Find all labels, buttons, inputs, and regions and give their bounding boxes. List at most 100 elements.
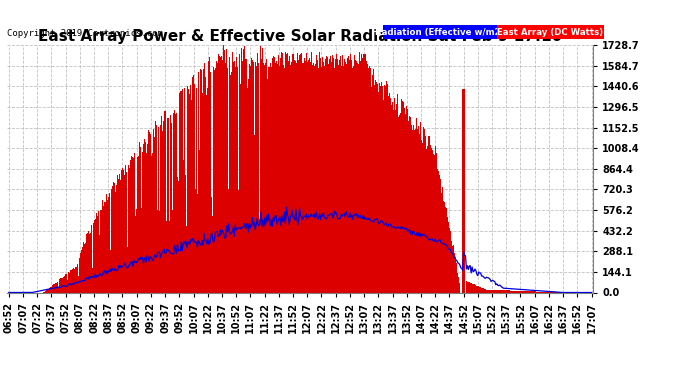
Bar [212,216,213,292]
Bar [420,130,422,292]
Bar [226,49,227,292]
Bar [249,64,250,292]
Bar [354,55,355,292]
Bar [475,285,476,292]
Bar [452,246,453,292]
Bar [378,93,379,292]
Bar [486,290,488,292]
Bar [142,152,143,292]
Bar [237,190,239,292]
Bar [296,63,297,292]
Bar [323,62,324,292]
Bar [166,123,168,292]
Bar [494,290,495,292]
Bar [147,144,148,292]
Bar [194,84,195,292]
Bar [284,68,285,292]
Bar [222,60,224,292]
Bar [400,113,401,292]
Bar [491,290,493,292]
Bar [65,274,66,292]
Bar [304,58,305,292]
Bar [255,66,257,292]
Bar [54,284,55,292]
Bar [412,129,413,292]
Bar [217,63,218,292]
Bar [292,54,293,292]
Bar [305,61,306,292]
Bar [130,156,132,292]
Bar [68,272,69,292]
Bar [508,291,509,292]
Bar [293,54,295,292]
Bar [501,290,502,292]
Bar [325,59,326,292]
Bar [183,160,184,292]
Bar [63,277,64,292]
Bar [206,94,207,292]
Bar [117,176,118,292]
Bar [519,291,520,292]
Bar [90,225,92,292]
Bar [197,194,198,292]
Bar [315,64,316,292]
Bar [477,286,478,292]
Bar [108,198,109,292]
Bar [286,54,287,292]
Bar [174,110,175,292]
Bar [503,290,504,292]
Bar [478,286,480,292]
Bar [399,115,400,292]
Bar [447,217,448,292]
Bar [346,58,348,292]
Bar [181,89,183,292]
Bar [362,58,363,292]
Bar [493,290,495,292]
Bar [482,288,483,292]
Bar [417,126,419,292]
Bar [233,62,234,292]
Bar [175,114,176,292]
Bar [140,147,141,292]
Bar [442,187,443,292]
Bar [396,104,397,292]
Bar [136,209,137,292]
Bar [509,291,510,292]
Bar [479,287,480,292]
Bar [186,225,188,292]
Bar [335,59,336,292]
Bar [242,61,244,292]
Bar [143,144,144,292]
Bar [231,72,232,292]
Bar [387,84,388,292]
Bar [297,53,298,292]
Bar [265,63,266,292]
Bar [302,63,303,292]
Bar [160,125,161,292]
Bar [195,189,196,292]
Bar [224,50,226,292]
Bar [338,65,339,292]
Bar [328,60,330,292]
Bar [219,57,221,292]
Bar [331,62,333,292]
Bar [409,116,410,292]
Bar [273,56,274,292]
Bar [172,210,173,292]
Bar [290,62,292,292]
Bar [517,291,518,292]
Bar [408,121,409,292]
Bar [348,56,349,292]
Bar [158,127,159,292]
Bar [176,113,177,292]
Bar [499,290,500,292]
Bar [178,181,179,292]
Bar [337,59,338,292]
Bar [521,291,522,292]
Bar [382,100,384,292]
Bar [529,291,531,292]
Bar [128,168,130,292]
Bar [165,111,166,292]
Bar [306,53,307,292]
Bar [102,200,103,292]
